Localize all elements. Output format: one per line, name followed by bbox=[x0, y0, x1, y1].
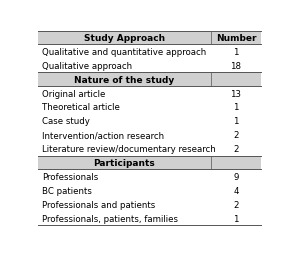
Text: 1: 1 bbox=[233, 48, 239, 57]
Text: Qualitative approach: Qualitative approach bbox=[42, 61, 132, 71]
Bar bbox=[38, 128, 261, 142]
Bar bbox=[38, 59, 261, 73]
Bar bbox=[38, 31, 261, 45]
Bar bbox=[38, 115, 261, 128]
Text: Number: Number bbox=[216, 34, 256, 43]
Bar bbox=[38, 156, 261, 170]
Text: Participants: Participants bbox=[93, 158, 155, 167]
Text: Study Approach: Study Approach bbox=[84, 34, 165, 43]
Text: Professionals and patients: Professionals and patients bbox=[42, 200, 155, 209]
Bar bbox=[38, 101, 261, 115]
Bar bbox=[38, 45, 261, 59]
Text: 1: 1 bbox=[233, 117, 239, 126]
Text: 18: 18 bbox=[230, 61, 242, 71]
Bar bbox=[38, 211, 261, 225]
Bar bbox=[38, 73, 261, 87]
Text: Case study: Case study bbox=[42, 117, 90, 126]
Text: Original article: Original article bbox=[42, 89, 105, 98]
Text: Qualitative and quantitative approach: Qualitative and quantitative approach bbox=[42, 48, 206, 57]
Text: 13: 13 bbox=[230, 89, 242, 98]
Bar bbox=[38, 170, 261, 184]
Text: Nature of the study: Nature of the study bbox=[74, 75, 175, 84]
Bar bbox=[38, 197, 261, 211]
Text: 2: 2 bbox=[233, 145, 239, 153]
Text: Professionals: Professionals bbox=[42, 172, 98, 181]
Text: 4: 4 bbox=[233, 186, 239, 195]
Bar bbox=[38, 142, 261, 156]
Text: Professionals, patients, families: Professionals, patients, families bbox=[42, 214, 178, 223]
Text: 2: 2 bbox=[233, 200, 239, 209]
Text: 1: 1 bbox=[233, 103, 239, 112]
Bar bbox=[38, 184, 261, 197]
Text: 2: 2 bbox=[233, 131, 239, 140]
Text: BC patients: BC patients bbox=[42, 186, 92, 195]
Text: Intervention/action research: Intervention/action research bbox=[42, 131, 164, 140]
Text: Theoretical article: Theoretical article bbox=[42, 103, 120, 112]
Bar bbox=[38, 87, 261, 101]
Text: Literature review/documentary research: Literature review/documentary research bbox=[42, 145, 216, 153]
Text: 9: 9 bbox=[233, 172, 239, 181]
Text: 1: 1 bbox=[233, 214, 239, 223]
